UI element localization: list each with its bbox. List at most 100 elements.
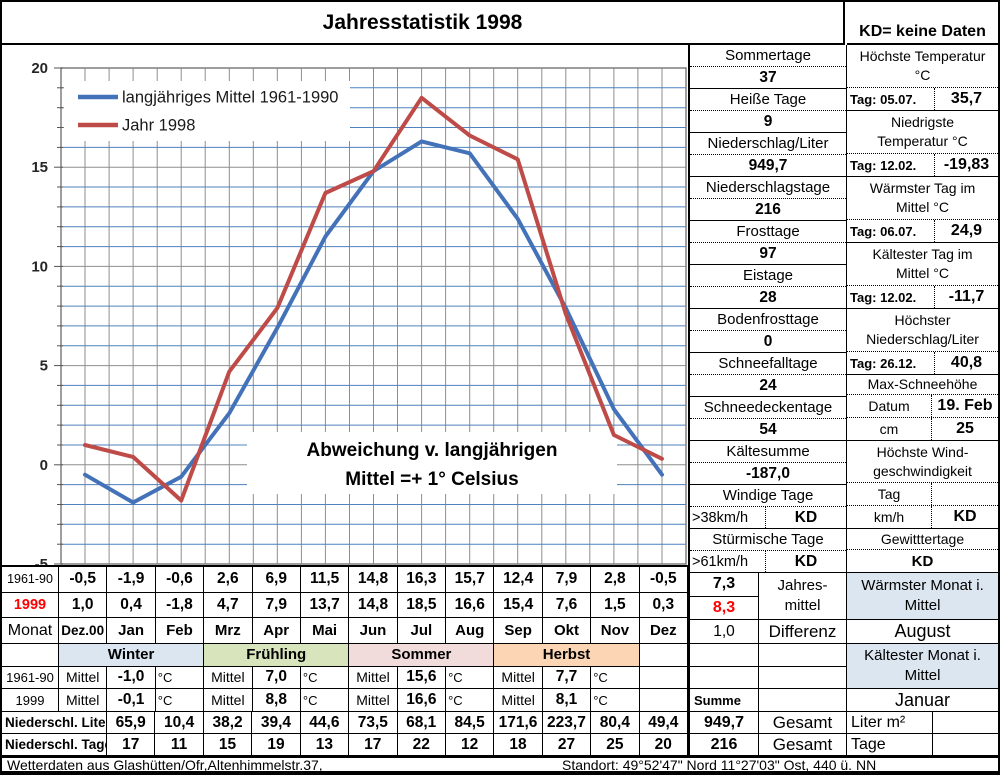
stat-box-st-rmische-tage: Stürmische Tage >61km/h KD [690,529,846,573]
season-mean-value: 8,8 [252,689,301,712]
season-mean-value: -0,1 [107,689,156,712]
stat-detail-row: Tag: 05.07. 35,7 [847,88,998,110]
stat-label: Bodenfrosttage [690,309,846,331]
y-axis-label: 0 [40,457,48,474]
stat-value-row: 0 [763,332,773,350]
stat-detail-row-label: Tag: 12.02. [847,154,935,176]
footer-location-text: Standort: 49°52'47" Nord 11°27'03" Ost, … [562,756,877,773]
stat-value-row: 949,7 [748,156,788,174]
annual-summary-table: 7,3 8,3 1,0 Jahres- mittel Differenz Wär… [690,573,998,644]
precip-liter-value: 49,4 [639,712,688,734]
y-axis-label: 15 [31,159,48,176]
seasons-row-label: 1999 [2,689,59,712]
precip-liter-label: Niederschl. Liter [2,712,107,734]
stat-detail-title-line: Niedrigste [890,114,955,130]
difference-label: Differenz [759,620,847,644]
stat-detail-title-line: Temperatur °C [877,133,968,149]
precip-tage-value: 18 [494,734,543,756]
stat-detail-row-value: -11,7 [948,288,985,305]
annual-mean-1998: 8,3 [690,596,759,621]
stat-label: Schneedeckentage [690,397,846,419]
empty-cell [759,666,847,690]
liter-unit-label: Liter m² [847,712,933,734]
monthly-temperature-table: 1961-90 -0,5 -1,9 -0,6 2,6 6,9 11,5 14,8 16,3 15,… [2,565,690,644]
monthly-value: 16,3 [397,567,447,593]
empty-cell [690,644,759,667]
stat-detail-title-line: Höchste Wind- [876,443,969,460]
y-axis-label: 20 [31,60,48,77]
stat-detail-title: Höchster Niederschlag/Liter [847,309,998,352]
coldest-month-value: Januar [847,689,998,712]
stat-detail-row-value: 24,9 [950,222,983,239]
season-unit-label: °C [446,689,495,712]
monthly-value: 6,9 [252,567,301,593]
stat-sub-label: >38km/h [690,507,766,528]
month-name: Feb [155,618,205,644]
stat-detail-title-line: Gewitttertage [880,530,965,547]
stat-box-schneefalltage: Schneefalltage 24 [690,353,846,397]
stat-label: Niederschlagstage [690,177,846,199]
season-header-sommer: Sommer [349,644,495,667]
precip-liter-value: 171,6 [494,712,543,734]
month-name: Okt [542,618,592,644]
monthly-value: 16,6 [446,592,495,619]
season-mittel-label: Mittel [349,689,398,712]
precip-liter-value: 68,1 [397,712,446,734]
precip-tage-value: 15 [203,734,253,756]
stat-detail-title-line: Mittel °C [895,265,950,281]
stat-detail-row-value: 40,8 [950,354,983,371]
stat-detail-row-value: 25 [956,420,974,437]
monthly-value: 14,8 [349,567,398,593]
y-axis-label: -5 [35,556,48,565]
stat-detail-row: Datum 19. Feb [847,395,998,418]
stat-detail-row-label: Tag [847,483,932,505]
monthly-value: 15,7 [446,567,495,593]
season-mittel-label: Mittel [59,666,108,690]
stat-box-frosttage: Frosttage 97 [690,221,846,265]
stat-detail-title: Gewitttertage [847,529,998,550]
stat-detail-title-line: geschwindigkeit [873,462,972,479]
stat-value-row: 216 [755,200,781,218]
empty-cell [639,689,688,712]
stat-value-row: 9 [763,112,773,130]
stat-detail-title: Niedrigste Temperatur °C [847,111,998,154]
monthly-value: 1,0 [59,592,108,619]
stat-detail-title-line: Mittel °C [895,199,950,215]
stat-detail-box: Höchster Niederschlag/Liter Tag: 26.12. 40,… [847,309,998,375]
season-mean-value: 8,1 [542,689,592,712]
stat-box-niederschlag-liter: Niederschlag/Liter 949,7 [690,133,846,177]
month-name: Dez.00 [59,618,108,644]
stat-detail-row: Tag: 06.07. 24,9 [847,220,998,242]
season-mittel-label: Mittel [494,666,543,690]
monthly-row-label: 1961-90 [2,567,59,593]
stat-box-k-ltesumme: Kältesumme -187,0 [690,441,846,485]
precip-liter-value: 80,4 [591,712,640,734]
precip-tage-value: 11 [155,734,204,756]
season-mittel-label: Mittel [59,689,108,712]
monthly-row-label: Monat [2,618,59,644]
precip-tage-value: 17 [107,734,156,756]
stat-value-row: >61km/h KD [690,551,846,572]
monthly-value: 4,7 [204,592,253,619]
season-mean-value: 7,7 [542,666,592,690]
season-header-winter: Winter [59,644,205,667]
chart-annotation: Abweichung v. langjährigen Mittel =+ 1° C… [247,432,617,494]
empty-cell [639,644,688,667]
stat-detail-row-label: Datum [847,395,932,417]
stat-detail-row-label: Tag: 12.02. [847,286,935,308]
temperature-line-chart-area: -5 0 5 10 15 20 langjähriges Mittel 1961-1990 J… [2,45,690,573]
annotation-text: Mittel =+ 1° Celsius [345,469,518,490]
monthly-value: 2,8 [591,567,640,593]
monthly-value: 1,5 [591,592,640,619]
stat-detail-title: Höchste Temperatur °C [847,45,998,88]
warmest-month-value: August [847,620,998,644]
stat-box-niederschlagstage: Niederschlagstage 216 [690,177,846,221]
plot-border [60,67,687,565]
series-line-year-1998 [83,95,664,503]
chart-legend: langjähriges Mittel 1961-1990 Jahr 1998 [64,81,350,141]
precip-liter-value: 10,4 [155,712,204,734]
stat-detail-row-label: Tag: 06.07. [847,220,935,242]
warmest-month-label: Wärmster Monat i. Mittel [847,573,998,621]
precipitation-totals-table: 949,7 Gesamt Liter m² 216 Gesamt Tage [690,712,998,756]
stat-label: Sommertage [690,45,846,67]
